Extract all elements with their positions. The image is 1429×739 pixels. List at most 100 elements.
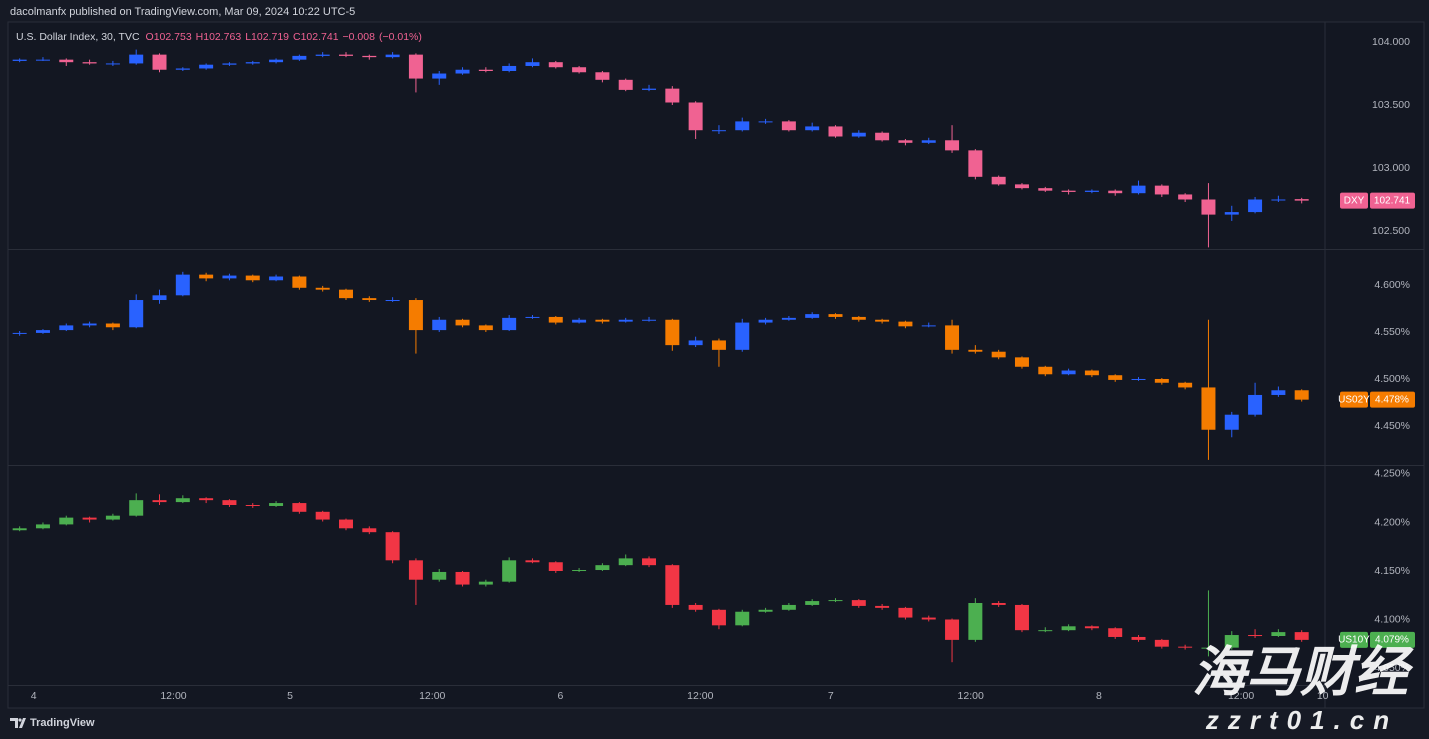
y-tick-label: 103.500: [1372, 99, 1410, 111]
logo-dot: [18, 718, 22, 722]
candle-body: [572, 319, 587, 323]
series-name: US02Y: [1338, 394, 1370, 405]
candle-body: [1014, 357, 1029, 367]
legend: U.S. Dollar Index, 30, TVC O102.753 H102.7…: [16, 31, 422, 43]
candle-body: [129, 300, 144, 328]
candle-body: [199, 498, 214, 501]
candle-body: [59, 59, 74, 63]
candle-body: [991, 176, 1006, 185]
candle-body: [175, 498, 190, 503]
candle-body: [1108, 628, 1123, 637]
candle-body: [222, 275, 237, 279]
y-tick-label: 4.600%: [1374, 279, 1410, 291]
candle-body: [688, 604, 703, 610]
candle-body: [642, 558, 657, 566]
candle-body: [642, 88, 657, 90]
candle-body: [595, 72, 610, 80]
publisher-line: dacolmanfx published on TradingView.com,…: [10, 6, 355, 18]
tradingview-logo: [10, 718, 26, 728]
candle-body: [758, 609, 773, 612]
candle-body: [408, 300, 423, 331]
candle-body: [735, 322, 750, 350]
candle-body: [1154, 378, 1169, 383]
candle-body: [828, 126, 843, 137]
candle-body: [432, 571, 447, 580]
candle-body: [59, 325, 74, 331]
candle-body: [805, 601, 820, 605]
x-tick-label: 12:00: [687, 690, 713, 702]
candle-body: [1038, 366, 1053, 375]
candle-body: [945, 619, 960, 640]
x-tick-label: 12:00: [958, 690, 984, 702]
candle-body: [129, 54, 144, 64]
candle-body: [805, 126, 820, 131]
candle-body: [921, 325, 936, 327]
candle-body: [828, 314, 843, 317]
candle-body: [59, 517, 74, 525]
candle-body: [152, 54, 167, 70]
x-tick-label: 12:00: [1228, 690, 1254, 702]
y-tick-label: 103.000: [1372, 162, 1410, 174]
series-name: US10Y: [1338, 635, 1370, 646]
candle-body: [898, 321, 913, 327]
candle-body: [898, 607, 913, 618]
candle-body: [851, 316, 866, 320]
candle-body: [711, 130, 726, 132]
y-tick-label: 4.050%: [1374, 662, 1410, 674]
last-value-badge: [1370, 192, 1415, 209]
last-value: 4.478%: [1375, 394, 1409, 405]
candle-body: [1014, 184, 1029, 189]
legend-change: −0.008: [343, 31, 376, 43]
candle-body: [455, 319, 470, 326]
candle-body: [618, 319, 633, 322]
candle-body: [1084, 190, 1099, 192]
y-tick-label: 4.550%: [1374, 326, 1410, 338]
series-name-badge: [1340, 391, 1368, 408]
legend-ohlc: L102.719: [245, 31, 289, 43]
candle-body: [12, 332, 27, 334]
candle-body: [805, 314, 820, 318]
candle-body: [245, 275, 260, 281]
candle-body: [269, 59, 284, 63]
candle-body: [502, 65, 517, 72]
candle-body: [991, 351, 1006, 358]
candle-body: [1154, 639, 1169, 647]
candle-body: [595, 565, 610, 571]
candle-body: [1224, 635, 1239, 648]
candle-body: [525, 560, 540, 563]
candle-body: [292, 503, 307, 512]
x-tick-label: 12:00: [419, 690, 445, 702]
candle-body: [525, 316, 540, 318]
candle-body: [688, 340, 703, 346]
candle-body: [82, 62, 97, 64]
last-value-badge: [1370, 631, 1415, 648]
candle-body: [1061, 370, 1076, 375]
candle-body: [945, 325, 960, 350]
candle-body: [222, 500, 237, 506]
candle-body: [362, 528, 377, 533]
candle-body: [408, 54, 423, 79]
candle-body: [1131, 185, 1146, 194]
candle-body: [12, 528, 27, 531]
candle-body: [618, 558, 633, 566]
candle-body: [432, 319, 447, 331]
candles: [12, 493, 1309, 663]
candle-body: [1084, 626, 1099, 629]
candle-body: [408, 560, 423, 580]
candle-body: [35, 524, 50, 529]
candle-body: [1224, 414, 1239, 430]
x-tick-label: 6: [558, 690, 564, 702]
candle-body: [175, 68, 190, 70]
last-value: 102.741: [1374, 195, 1411, 206]
series-name-badge: [1340, 631, 1368, 648]
legend-ohlc: C102.741: [293, 31, 339, 43]
last-value-badge: [1370, 391, 1415, 408]
logo-icon: [10, 718, 26, 728]
candle-body: [1294, 632, 1309, 640]
candle-body: [1178, 646, 1193, 648]
candle-body: [152, 295, 167, 301]
x-tick-label: 12:00: [160, 690, 186, 702]
candle-body: [129, 500, 144, 516]
series-name-badge: [1340, 192, 1368, 209]
x-tick-label: 10: [1317, 690, 1329, 702]
